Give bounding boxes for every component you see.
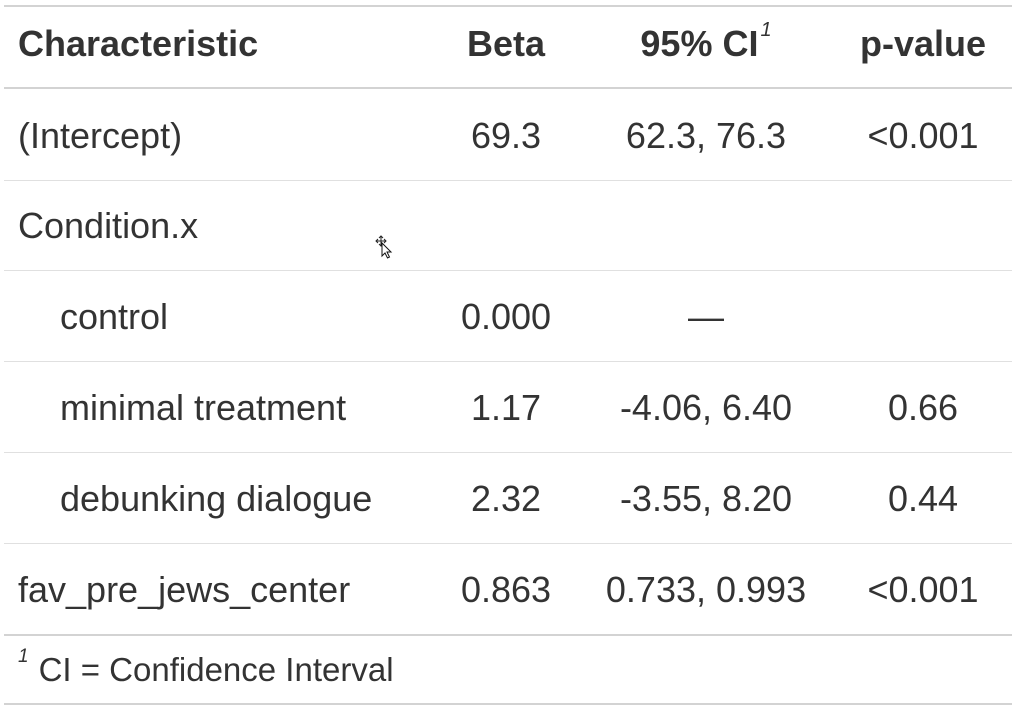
row-divider [4, 270, 1012, 271]
header-ci-footnote-mark: 1 [760, 18, 772, 41]
row-ci: — [688, 296, 724, 337]
row-beta: 0.000 [460, 296, 552, 337]
header-ci-label: 95% CI [640, 23, 759, 64]
table-top-rule [4, 5, 1012, 7]
table-header-rule [4, 87, 1012, 89]
row-p-value [840, 181, 1006, 271]
table-row: Condition.x [4, 181, 1012, 271]
row-beta: 2.32 [470, 478, 542, 519]
footnote-text: CI = Confidence Interval [38, 651, 394, 688]
row-label: fav_pre_jews_center [18, 569, 351, 610]
row-p-value: 0.66 [887, 387, 959, 428]
row-divider [4, 452, 1012, 453]
table-row: control 0.000 — [4, 272, 1012, 362]
row-p-value: 0.44 [887, 478, 959, 519]
row-beta: 0.863 [460, 569, 552, 610]
row-p-value: <0.001 [867, 115, 979, 156]
row-ci [582, 181, 830, 271]
table-row: minimal treatment 1.17 -4.06, 6.40 0.66 [4, 363, 1012, 453]
row-divider [4, 543, 1012, 544]
footnote-mark: 1 [18, 646, 29, 667]
table-row: debunking dialogue 2.32 -3.55, 8.20 0.44 [4, 454, 1012, 544]
header-characteristic: Characteristic [18, 23, 259, 64]
row-ci: 62.3, 76.3 [625, 115, 787, 156]
row-label: (Intercept) [18, 115, 183, 156]
row-p-value: <0.001 [867, 569, 979, 610]
row-label: control [60, 296, 169, 337]
row-beta: 69.3 [470, 115, 542, 156]
row-divider [4, 180, 1012, 181]
row-ci: -4.06, 6.40 [619, 387, 793, 428]
row-ci: -3.55, 8.20 [619, 478, 793, 519]
header-ci: 95% CI 1 [582, 0, 830, 88]
table-bottom-rule [4, 703, 1012, 705]
row-p-value [840, 272, 1006, 362]
header-beta: Beta [466, 23, 546, 64]
table-header-row: Characteristic Beta 95% CI 1 p-value [4, 0, 1012, 88]
row-beta: 1.17 [470, 387, 542, 428]
row-label: minimal treatment [60, 387, 347, 428]
row-divider [4, 361, 1012, 362]
move-cursor-icon [375, 235, 393, 259]
regression-table: Characteristic Beta 95% CI 1 p-value (Int… [4, 0, 1012, 709]
table-row: (Intercept) 69.3 62.3, 76.3 <0.001 [4, 91, 1012, 181]
row-label: debunking dialogue [60, 478, 373, 519]
table-footer-rule [4, 634, 1012, 636]
row-beta [444, 181, 568, 271]
row-label: Condition.x [18, 205, 199, 246]
header-p-value: p-value [859, 23, 987, 64]
row-ci: 0.733, 0.993 [605, 569, 807, 610]
table-footnote: 1 CI = Confidence Interval [18, 640, 394, 700]
table-row: fav_pre_jews_center 0.863 0.733, 0.993 <… [4, 545, 1012, 635]
